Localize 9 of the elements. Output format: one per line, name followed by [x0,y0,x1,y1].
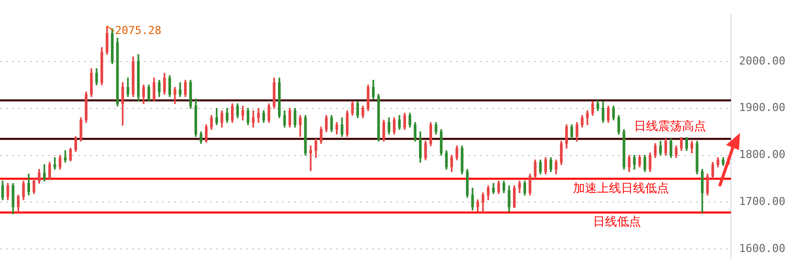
ref-line-label: 日线低点 [593,214,641,229]
ref-line-label: 日线震荡高点 [634,118,706,133]
ref-line-label: 加速上线日线低点 [573,180,669,195]
y-tick-label: 1800.00 [739,148,786,162]
annotation: 2075.28 [115,24,162,38]
y-tick-label: 1600.00 [739,242,786,255]
y-tick-label: 2000.00 [739,54,786,68]
y-tick-label: 1900.00 [739,101,786,114]
y-tick-label: 1700.00 [739,195,786,208]
